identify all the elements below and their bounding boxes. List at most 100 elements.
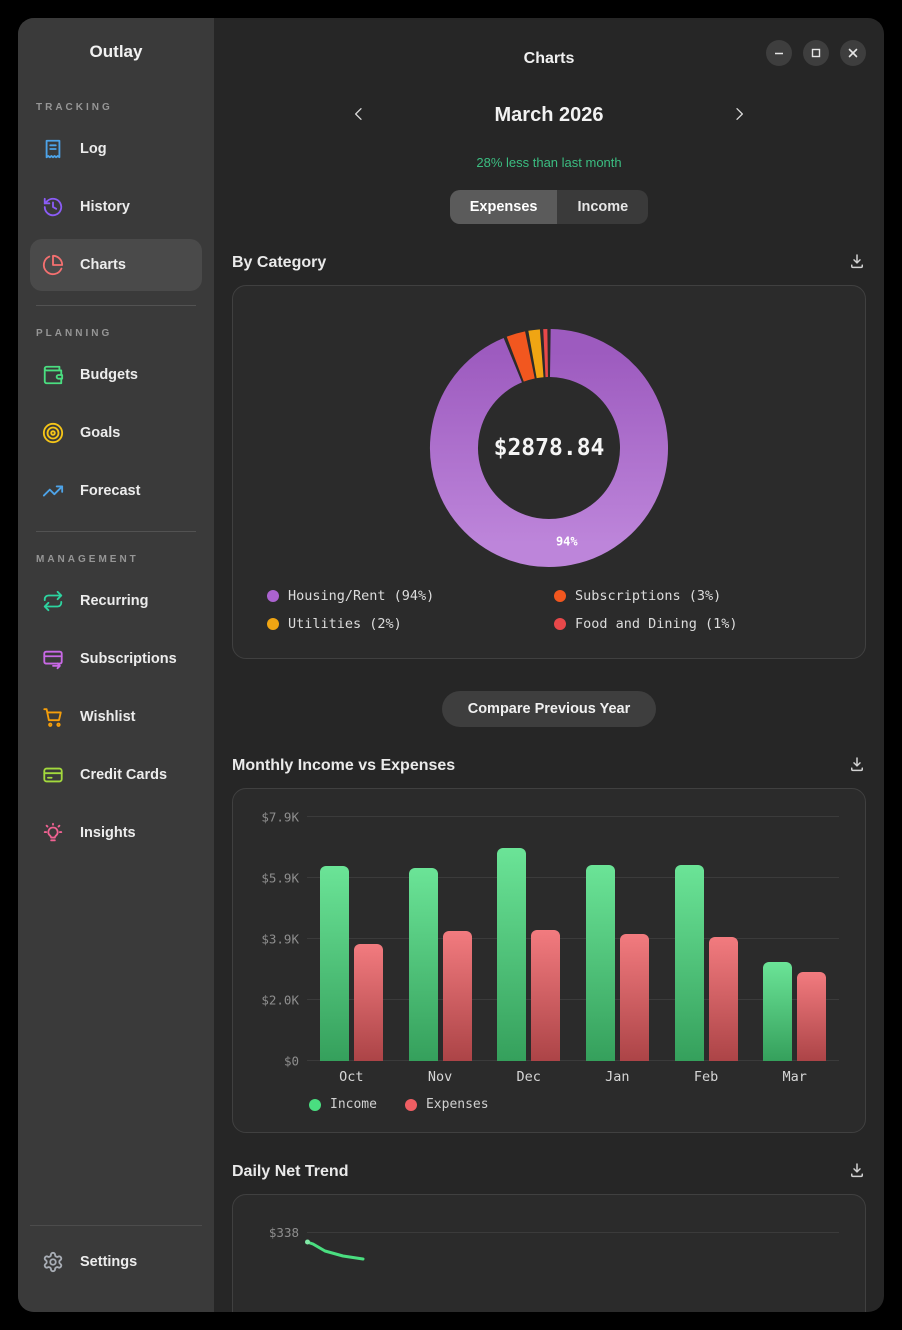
chevron-right-icon	[736, 108, 743, 120]
sidebar: Outlay TRACKING Log History Charts PLANN…	[18, 18, 214, 1312]
month-comparison-text: 28% less than last month	[476, 155, 622, 170]
daily-tick-row: $338	[251, 1225, 839, 1240]
sidebar-item-label: Budgets	[80, 367, 138, 383]
month-labels: Oct Nov Dec Jan Feb Mar	[307, 1069, 839, 1085]
bar-legend: Income Expenses	[309, 1097, 839, 1112]
compare-wrap: Compare Previous Year	[232, 691, 866, 727]
sidebar-item-subscriptions[interactable]: Subscriptions	[30, 633, 202, 685]
download-icon	[851, 757, 863, 772]
section-label-management: MANAGEMENT	[36, 554, 139, 565]
next-month-button[interactable]	[727, 102, 751, 129]
download-icon	[851, 1163, 863, 1178]
gear-icon	[42, 1251, 64, 1273]
sidebar-item-label: Log	[80, 141, 107, 157]
sidebar-item-label: Insights	[80, 825, 136, 841]
income-bar	[319, 866, 349, 1061]
monthly-chart-card: $7.9K $5.9K $3.9K $2.0K $0 Oct Nov Dec Jan Feb Ma…	[232, 788, 866, 1133]
main-content: Charts March 2026 28% less	[214, 18, 884, 1312]
target-icon	[42, 422, 64, 444]
legend-dot	[554, 618, 566, 630]
sidebar-item-recurring[interactable]: Recurring	[30, 575, 202, 627]
bar-plot	[307, 816, 839, 1061]
sidebar-item-wishlist[interactable]: Wishlist	[30, 691, 202, 743]
expenses-bar	[442, 931, 472, 1061]
income-bar	[408, 867, 438, 1061]
bar-legend-item: Expenses	[404, 1097, 489, 1112]
app-title: Outlay	[89, 42, 143, 61]
x-tick-label: Dec	[516, 1069, 541, 1085]
donut-legend-item: Subscriptions (3%)	[554, 588, 831, 604]
compare-previous-year-button[interactable]: Compare Previous Year	[441, 691, 657, 727]
legend-label: Housing/Rent (94%)	[288, 588, 435, 604]
card-arrow-icon	[42, 648, 64, 670]
x-tick-label: Nov	[427, 1069, 453, 1085]
credit-card-icon	[42, 764, 64, 786]
x-tick-label: Mar	[782, 1069, 807, 1085]
bar-group-dec	[484, 817, 573, 1061]
sidebar-item-credit-cards[interactable]: Credit Cards	[30, 749, 202, 801]
legend-dot	[309, 1098, 321, 1111]
lightbulb-icon	[42, 822, 64, 844]
bar-group-oct	[307, 817, 396, 1061]
legend-label: Income	[330, 1097, 377, 1112]
y-tick-label: $3.9K	[261, 931, 299, 947]
close-button[interactable]	[840, 40, 866, 66]
repeat-icon	[42, 590, 64, 612]
prev-month-button[interactable]	[347, 102, 371, 129]
sidebar-item-budgets[interactable]: Budgets	[30, 349, 202, 401]
income-bar	[674, 864, 704, 1061]
daily-header: Daily Net Trend	[232, 1161, 866, 1182]
gridline	[307, 816, 839, 817]
sidebar-item-label: Charts	[80, 257, 126, 273]
download-by-category-button[interactable]	[848, 252, 866, 273]
category-chart-card: 94% $2878.84 Housing/Rent (94%) Subscript…	[232, 285, 866, 659]
donut-legend: Housing/Rent (94%) Subscriptions (3%) Util…	[267, 588, 831, 632]
legend-label: Expenses	[425, 1097, 489, 1112]
expenses-bar	[619, 934, 649, 1061]
pie-chart-icon	[42, 254, 64, 276]
expenses-bar	[531, 929, 561, 1061]
gridline	[307, 877, 839, 878]
section-label-tracking: TRACKING	[36, 102, 113, 113]
legend-dot	[404, 1098, 417, 1111]
sidebar-item-log[interactable]: Log	[30, 123, 202, 175]
gridline	[307, 1060, 839, 1061]
sidebar-divider	[36, 531, 196, 532]
download-daily-button[interactable]	[848, 1161, 866, 1182]
sidebar-item-forecast[interactable]: Forecast	[30, 465, 202, 517]
legend-dot	[554, 590, 566, 602]
sidebar-item-label: Subscriptions	[80, 651, 177, 667]
sidebar-item-goals[interactable]: Goals	[30, 407, 202, 459]
sidebar-item-label: Recurring	[80, 593, 149, 609]
monthly-header: Monthly Income vs Expenses	[232, 755, 866, 776]
history-icon	[42, 196, 64, 218]
sidebar-item-history[interactable]: History	[30, 181, 202, 233]
x-tick-label: Oct	[339, 1069, 364, 1085]
download-icon	[851, 254, 863, 269]
sidebar-item-insights[interactable]: Insights	[30, 807, 202, 859]
bar-chart: $7.9K $5.9K $3.9K $2.0K $0	[251, 810, 839, 1069]
bar-group-mar	[750, 817, 839, 1061]
expenses-bar	[353, 943, 383, 1061]
sidebar-item-label: Wishlist	[80, 709, 136, 725]
sidebar-item-settings[interactable]: Settings	[30, 1236, 202, 1288]
by-category-header: By Category	[232, 252, 866, 273]
donut-chart: 94% $2878.84	[429, 328, 669, 568]
month-navigator: March 2026	[232, 102, 866, 129]
minimize-button[interactable]	[766, 40, 792, 66]
maximize-button[interactable]	[803, 40, 829, 66]
x-tick-label: Jan	[605, 1069, 630, 1085]
sidebar-item-charts[interactable]: Charts	[30, 239, 202, 291]
gridline	[307, 938, 839, 939]
titlebar: Charts	[232, 18, 866, 74]
bar-xaxis: Oct Nov Dec Jan Feb Mar	[251, 1069, 839, 1085]
toggle-income[interactable]: Income	[557, 190, 648, 224]
bar-group-feb	[662, 817, 751, 1061]
toggle-expenses[interactable]: Expenses	[449, 190, 558, 224]
download-monthly-button[interactable]	[848, 755, 866, 776]
chevron-left-icon	[355, 108, 362, 120]
legend-dot	[267, 590, 279, 602]
bar-yaxis: $7.9K $5.9K $3.9K $2.0K $0	[251, 810, 307, 1069]
donut-legend-item: Housing/Rent (94%)	[267, 588, 544, 604]
daily-title: Daily Net Trend	[232, 1162, 349, 1180]
